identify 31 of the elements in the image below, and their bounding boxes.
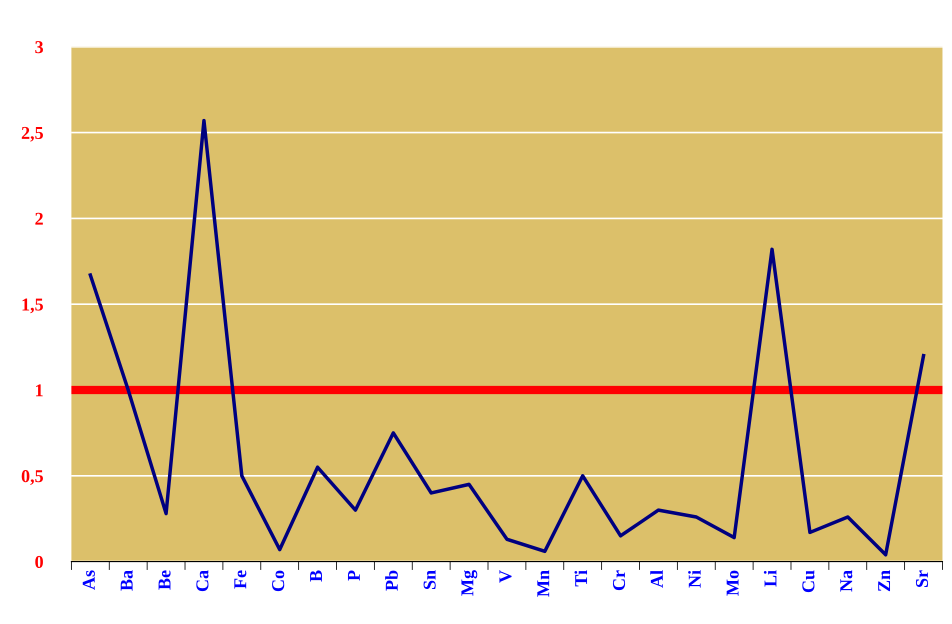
- x-tick-label: Li: [764, 570, 776, 587]
- y-tick-label: 0: [35, 556, 43, 568]
- x-tick-label: Ca: [196, 570, 208, 592]
- x-tick-label: As: [82, 570, 95, 590]
- x-tick-label: P: [348, 570, 360, 581]
- x-tick-label: Co: [272, 570, 284, 592]
- y-tick-label: 1,5: [22, 298, 43, 314]
- x-tick-label: Ba: [120, 570, 133, 591]
- x-tick-label: Pb: [385, 570, 398, 591]
- y-tick-label: 2,5: [22, 126, 43, 142]
- x-tick-label: Be: [158, 570, 171, 590]
- x-tick-label: Sr: [916, 570, 928, 588]
- line-series: [88, 118, 926, 556]
- x-tick-label: Na: [840, 570, 852, 592]
- x-tick-label: Fe: [234, 570, 246, 589]
- x-tick-label: Ni: [688, 570, 701, 588]
- x-tick-label: Ti: [574, 570, 588, 586]
- x-tick-label: Mo: [726, 570, 739, 596]
- x-tick-label: V: [499, 570, 512, 583]
- y-tick-label: 0,5: [22, 470, 43, 485]
- x-tick-label: Cr: [612, 570, 626, 590]
- y-tick-label: 3: [35, 41, 44, 54]
- x-tick-label: Cu: [802, 570, 814, 592]
- y-tick-label: 2: [35, 212, 43, 225]
- x-tick-label: Al: [650, 570, 663, 588]
- x-tick-label: Sn: [424, 570, 436, 590]
- y-tick-label: 1: [36, 384, 43, 396]
- x-tick-label: Mg: [461, 570, 478, 596]
- x-tick-label: B: [310, 570, 322, 582]
- x-tick-label: Zn: [878, 570, 890, 592]
- x-tick-label: Mn: [537, 570, 550, 597]
